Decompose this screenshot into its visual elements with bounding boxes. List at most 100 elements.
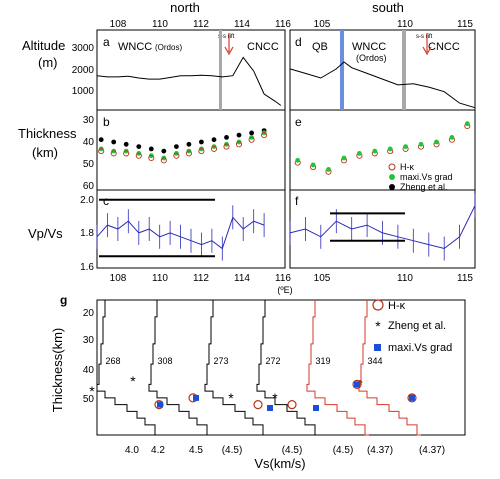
maxvs-marker: [354, 381, 360, 388]
altitude-unit: (m): [38, 55, 58, 70]
legend-g-zheng-marker: *: [375, 318, 381, 334]
tick-110: 110: [397, 19, 413, 30]
btick-115: 115: [457, 273, 473, 284]
g-xtick: (4.5): [222, 445, 243, 456]
legend-be: H-κ maxi.Vs grad Zheng et al.: [388, 162, 453, 192]
legend-zheng: Zheng et al.: [400, 182, 448, 192]
hk-point: [148, 154, 155, 162]
station-label: 319: [315, 356, 330, 366]
maxvs-point: [387, 146, 393, 152]
g-xtick: (4.5): [333, 445, 354, 456]
tick-108: 108: [110, 19, 127, 30]
legend-g-zheng: Zheng et al.: [388, 320, 446, 332]
hk-point: [110, 150, 117, 157]
panel-g-series: 268 308 273 272 319 344 * * * * * * 4.0 4.2 4.5 (4.5) (4…: [89, 300, 445, 456]
maxvs-marker: [267, 405, 273, 411]
zheng-point: [224, 135, 229, 140]
region-cncc-a: CNCC: [247, 41, 279, 53]
zheng-marker: *: [130, 373, 136, 389]
maxvs-point: [434, 139, 439, 145]
gtick-50: 50: [83, 394, 95, 405]
legend-hk: H-κ: [400, 162, 414, 172]
panel-b-series: [98, 128, 268, 164]
legend-g-hk: H-κ: [388, 300, 406, 312]
maxvs-marker: [193, 394, 199, 401]
hk-point: [261, 132, 268, 139]
panel-label-g: g: [60, 293, 67, 307]
station-label: 272: [265, 356, 280, 366]
panel-a-series: [96, 56, 282, 106]
vs-profile-308: [148, 300, 211, 436]
legend-g-maxvs-marker: [374, 344, 381, 351]
panel-label-c: c: [103, 194, 109, 208]
btick-114: 114: [234, 273, 250, 284]
vs-profile-344: [358, 300, 421, 436]
rift-label-d: s-s rift: [416, 34, 433, 40]
bottom-lon-ticks-north: 108 110 112 114 116: [110, 273, 292, 284]
ytick-30: 30: [83, 115, 95, 126]
hk-point: [198, 148, 205, 155]
rift-band-a: [219, 30, 222, 110]
panel-d-series: [289, 61, 476, 109]
ytick-2000: 2000: [72, 65, 95, 76]
legend-g: H-κ * Zheng et al. maxi.Vs grad: [372, 299, 452, 354]
btick-110: 110: [397, 273, 413, 284]
north-label: north: [170, 0, 200, 15]
panel-label-e: e: [295, 115, 302, 129]
vpvs-line-f: [289, 205, 476, 250]
btick-116: 116: [275, 273, 291, 284]
zheng-point: [161, 148, 167, 154]
zheng-marker: *: [272, 390, 278, 406]
zheng-point: [236, 132, 242, 138]
hk-point: [173, 152, 180, 159]
legend-maxvs: maxi.Vs grad: [400, 172, 453, 182]
ytick-3000: 3000: [72, 43, 95, 54]
legend-maxvs-marker: [389, 174, 395, 180]
hk-marker: [407, 393, 417, 403]
region-ordos-a: (Ordos): [155, 43, 182, 52]
zheng-marker: *: [89, 383, 95, 399]
panel-label-f: f: [295, 194, 299, 208]
vpvs-label: Vp/Vs: [28, 226, 63, 241]
zheng-point: [186, 141, 192, 147]
panel-g-frame: [96, 299, 466, 436]
panel-c-yticks: 2.0 1.8 1.6: [80, 195, 94, 273]
altitude-line-a: [96, 56, 282, 106]
top-lon-ticks-south: 105 110 115: [314, 19, 474, 30]
zheng-point: [249, 130, 255, 136]
panel-c-series: [96, 198, 265, 261]
tick-115: 115: [457, 19, 473, 30]
station-label: 308: [157, 356, 172, 366]
region-wncc-d: WNCC: [352, 41, 386, 53]
legend-g-hk-marker: [372, 299, 384, 311]
rift-label-a: s-s rift: [218, 34, 235, 40]
arrow-a-icon: [224, 33, 234, 56]
maxvs-point: [326, 167, 331, 172]
zheng-point: [174, 144, 179, 150]
zheng-point: [98, 137, 104, 143]
region-ordos-d: (Ordos): [356, 53, 387, 63]
panel-g-yticks: 20 30 40 50: [83, 308, 95, 405]
legend-hk-marker: [388, 163, 396, 171]
panel-label-a: a: [103, 35, 110, 49]
ytick-1.8: 1.8: [80, 228, 94, 239]
hk-marker: [253, 400, 263, 410]
panel-a-yticks: 3000 2000 1000: [72, 43, 95, 97]
hk-point: [223, 143, 230, 150]
maxvs-point: [341, 155, 347, 161]
vpvs-line-c: [96, 216, 265, 250]
g-xtick: 4.5: [189, 445, 203, 456]
zheng-point: [111, 139, 117, 145]
vs-profile-319: [306, 300, 369, 436]
btick-108: 108: [110, 273, 127, 284]
tick-116: 116: [275, 19, 291, 30]
ytick-60: 60: [83, 181, 95, 192]
maxvs-point: [464, 121, 470, 127]
altitude-label: Altitude: [22, 38, 65, 53]
thickness-label: Thickness: [18, 126, 77, 141]
vs-profile-273: [204, 300, 267, 436]
vs-profile-268: [96, 300, 159, 436]
bottom-lon-ticks-south: 105 110 115: [314, 273, 474, 284]
maxvs-point: [357, 151, 362, 156]
